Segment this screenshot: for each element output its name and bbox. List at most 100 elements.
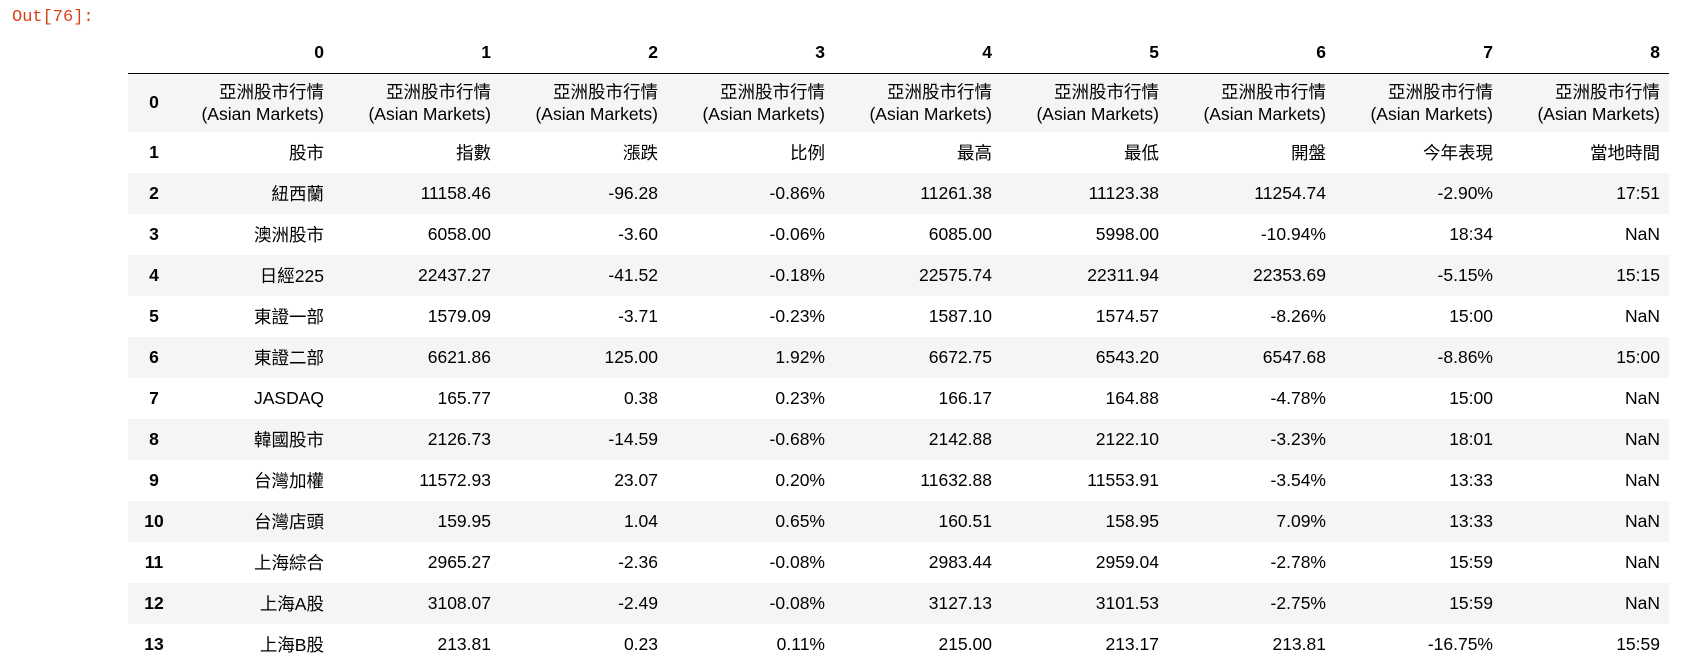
table-cell: -2.75% (1270, 592, 1326, 613)
table-cell: 0.11% (776, 633, 825, 654)
table-cell: -41.52 (608, 264, 658, 285)
table-row: 13 上海B股 213.81 0.23 0.11% 215.00 213.17 213.81 -… (128, 623, 1669, 665)
cell-line: (Asian Markets) (535, 103, 658, 124)
table-cell: -2.36 (618, 551, 658, 572)
table-cell: -8.26% (1270, 305, 1326, 326)
table-cell: 澳洲股市 (254, 224, 324, 245)
cell-line: 亞洲股市行情 (1555, 81, 1660, 102)
table-cell: 亞洲股市行情 (Asian Markets) (180, 74, 333, 132)
table-cell: -8.86% (1437, 346, 1493, 367)
table-cell: 1.04 (623, 510, 658, 531)
table-row: 5 東證一部 1579.09 -3.71 -0.23% 1587.10 1574.57 -8.… (128, 295, 1669, 337)
table-cell: 23.07 (614, 469, 658, 490)
cell-line: 亞洲股市行情 (720, 81, 825, 102)
cell-line: 亞洲股市行情 (553, 81, 658, 102)
table-cell: -2.78% (1270, 551, 1326, 572)
table-cell: 2142.88 (928, 428, 992, 449)
table-cell: -0.86% (769, 182, 825, 203)
column-header: 0 (180, 20, 333, 74)
table-cell: 165.77 (437, 387, 491, 408)
table-cell: 18:34 (1449, 223, 1493, 244)
table-cell: 0.23 (623, 633, 658, 654)
table-cell: 11632.88 (920, 469, 992, 490)
table-cell: 6085.00 (928, 223, 992, 244)
table-body: 0 亞洲股市行情 (Asian Markets) 亞洲股市行情 (Asian Marke… (128, 73, 1669, 665)
table-cell: 指數 (456, 142, 491, 163)
table-cell: 亞洲股市行情 (Asian Markets) (1168, 74, 1335, 132)
output-prompt: Out[76]: (12, 8, 94, 27)
table-cell: 5998.00 (1095, 223, 1159, 244)
cell-line: (Asian Markets) (702, 103, 825, 124)
cell-line: 亞洲股市行情 (1388, 81, 1493, 102)
row-index: 0 (149, 92, 159, 113)
table-cell: 比例 (790, 142, 825, 163)
table-cell: 上海B股 (259, 634, 324, 655)
row-index: 8 (149, 428, 159, 449)
table-cell: 15:00 (1449, 305, 1493, 326)
table-cell: 1.92% (775, 346, 825, 367)
column-header: 2 (500, 20, 667, 74)
table-cell: 22311.94 (1087, 264, 1159, 285)
table-cell: -3.54% (1270, 469, 1326, 490)
table-cell: 22575.74 (919, 264, 992, 285)
row-index: 13 (144, 633, 164, 654)
table-cell: -3.60 (618, 223, 658, 244)
cell-line: 亞洲股市行情 (887, 81, 992, 102)
table-row: 7 JASDAQ 165.77 0.38 0.23% 166.17 164.88 -4.78%… (128, 377, 1669, 419)
table-cell: -0.06% (769, 223, 825, 244)
column-header: 8 (1502, 20, 1669, 74)
row-index: 4 (149, 264, 159, 285)
table-cell: 6547.68 (1262, 346, 1326, 367)
table-cell: 22353.69 (1253, 264, 1326, 285)
row-index: 1 (149, 141, 159, 162)
table-cell: 台灣加權 (254, 470, 324, 491)
table-cell: -96.28 (608, 182, 658, 203)
row-index: 11 (144, 551, 164, 572)
table-cell: 159.95 (437, 510, 491, 531)
table-cell: -5.15% (1437, 264, 1493, 285)
table-row: 12 上海A股 3108.07 -2.49 -0.08% 3127.13 3101.53 -2… (128, 582, 1669, 624)
table-cell: 6672.75 (928, 346, 992, 367)
table-cell: 15:59 (1449, 592, 1493, 613)
table-cell: -3.71 (618, 305, 658, 326)
table-cell: 2959.04 (1095, 551, 1159, 572)
row-index: 5 (149, 305, 159, 326)
table-cell: 215.00 (938, 633, 992, 654)
table-cell: 6621.86 (427, 346, 491, 367)
table-cell: -16.75% (1427, 633, 1493, 654)
column-header: 1 (333, 20, 500, 74)
table-cell: 166.17 (938, 387, 992, 408)
table-cell: -0.08% (769, 592, 825, 613)
table-cell: 1574.57 (1095, 305, 1159, 326)
row-index: 3 (149, 223, 159, 244)
table-cell: -4.78% (1270, 387, 1326, 408)
table-cell: 213.17 (1105, 633, 1159, 654)
table-row: 3 澳洲股市 6058.00 -3.60 -0.06% 6085.00 5998.00 -10… (128, 213, 1669, 255)
row-index: 10 (144, 510, 164, 531)
table-row: 0 亞洲股市行情 (Asian Markets) 亞洲股市行情 (Asian Marke… (128, 73, 1669, 132)
table-cell: 11254.74 (1254, 182, 1326, 203)
table-cell: 11123.38 (1088, 182, 1159, 203)
table-cell: 1579.09 (427, 305, 491, 326)
table-cell: 1587.10 (928, 305, 992, 326)
table-cell: NaN (1624, 428, 1660, 449)
table-row: 11 上海綜合 2965.27 -2.36 -0.08% 2983.44 2959.04 -2… (128, 541, 1669, 583)
table-cell: JASDAQ (253, 387, 324, 408)
column-header: 7 (1335, 20, 1502, 74)
table-row: 4 日經225 22437.27 -41.52 -0.18% 22575.74 22311.… (128, 254, 1669, 296)
cell-line: 亞洲股市行情 (386, 81, 491, 102)
table-cell: 股市 (289, 142, 324, 163)
table-row: 6 東證二部 6621.86 125.00 1.92% 6672.75 6543.20 654… (128, 336, 1669, 378)
row-index: 12 (144, 592, 164, 613)
table-row: 2 紐西蘭 11158.46 -96.28 -0.86% 11261.38 11123.38… (128, 172, 1669, 214)
table-cell: 2122.10 (1095, 428, 1159, 449)
cell-line: 亞洲股市行情 (219, 81, 324, 102)
table-cell: NaN (1624, 510, 1660, 531)
table-cell: -2.90% (1437, 182, 1493, 203)
table-cell: 213.81 (437, 633, 491, 654)
table-cell: 125.00 (604, 346, 658, 367)
table-cell: 6058.00 (427, 223, 491, 244)
table-cell: 158.95 (1105, 510, 1159, 531)
